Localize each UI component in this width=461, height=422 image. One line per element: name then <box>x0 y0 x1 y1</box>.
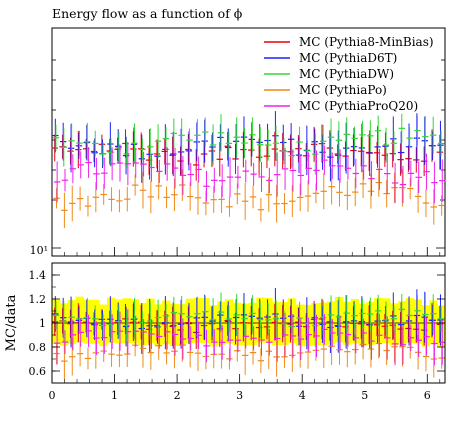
ratio-panel: 0.6 0.8 1 1.2 1.4 MC/data <box>4 262 446 384</box>
legend-label: MC (Pythia8-MinBias) <box>299 35 434 49</box>
ratio-y-tick-label: 0.6 <box>29 365 47 378</box>
legend: MC (Pythia8-MinBias) MC (PythiaD6T) MC (Py… <box>264 35 434 113</box>
main-series-group <box>51 111 446 228</box>
chart-title: Energy flow as a function of ϕ <box>52 6 243 21</box>
x-axis: 0 1 2 3 4 5 6 <box>49 247 441 402</box>
legend-label: MC (PythiaD6T) <box>299 51 397 65</box>
x-tick-label: 1 <box>111 389 118 402</box>
main-plot-frame <box>51 27 446 257</box>
ratio-series-group <box>51 288 446 380</box>
x-tick-label: 5 <box>361 389 368 402</box>
ratio-y-tick-label: 0.8 <box>29 341 47 354</box>
x-tick-label: 4 <box>299 389 306 402</box>
main-y-tick-label: 10¹ <box>30 244 48 257</box>
main-panel: 10¹ MC (Pythia8-MinBias)MC (PythiaD6T)MC… <box>30 27 446 257</box>
legend-label: MC (PythiaPo) <box>299 83 387 97</box>
x-tick-label: 2 <box>174 389 181 402</box>
ratio-y-axis-label: MC/data <box>4 294 19 351</box>
legend-label: MC (PythiaDW) <box>299 67 394 81</box>
ratio-y-tick-label: 1.2 <box>29 293 47 306</box>
main-y-ticks <box>52 59 445 249</box>
ratio-y-tick-label: 1 <box>39 317 46 330</box>
ratio-y-axis: 0.6 0.8 1 1.2 1.4 <box>29 262 445 384</box>
x-tick-label: 0 <box>49 389 56 402</box>
x-tick-label: 3 <box>236 389 243 402</box>
x-tick-label: 6 <box>424 389 431 402</box>
legend-label: MC (PythiaProQ20) <box>299 99 418 113</box>
ratio-y-tick-label: 1.4 <box>29 269 47 282</box>
